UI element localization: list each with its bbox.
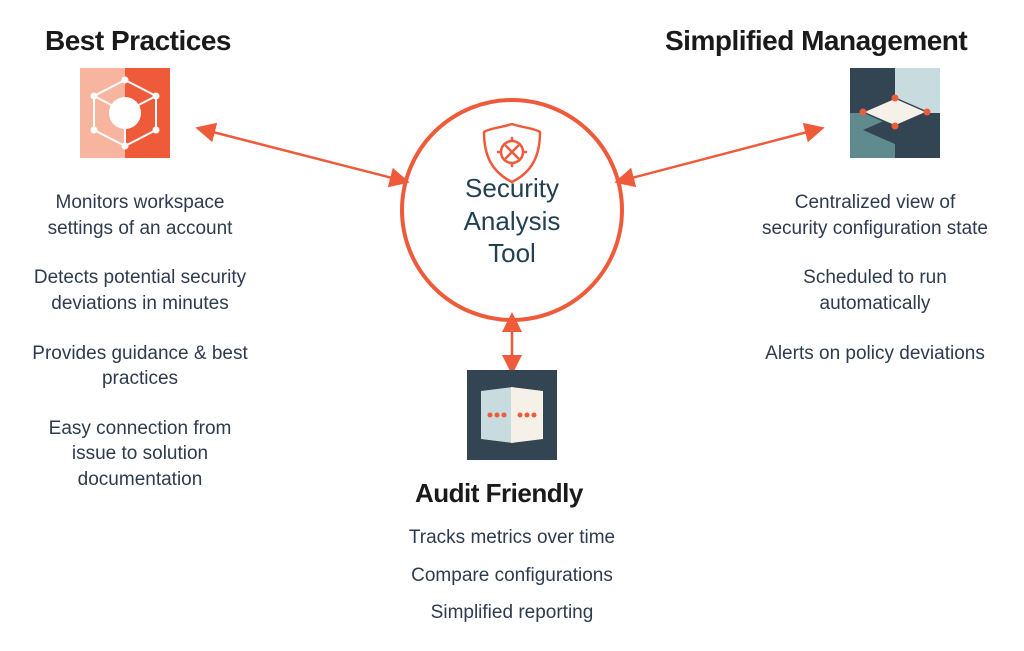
heading-best-practices: Best Practices bbox=[45, 25, 231, 57]
bullet-text: Easy connection from issue to solution d… bbox=[25, 416, 255, 493]
bullets-right: Centralized view of security configurati… bbox=[760, 190, 990, 366]
center-title: Security Analysis Tool bbox=[412, 172, 612, 270]
center-title-line2: Analysis bbox=[412, 205, 612, 238]
cube-icon bbox=[80, 68, 170, 158]
bullet-text: Compare configurations bbox=[387, 563, 637, 589]
bullet-text: Provides guidance & best practices bbox=[25, 341, 255, 392]
bullet-text: Tracks metrics over time bbox=[387, 525, 637, 551]
bullet-text: Detects potential security deviations in… bbox=[25, 265, 255, 316]
bullet-text: Simplified reporting bbox=[387, 600, 637, 626]
arrow-right bbox=[624, 130, 815, 180]
heading-audit-friendly: Audit Friendly bbox=[415, 478, 583, 509]
bullets-left: Monitors workspace settings of an accoun… bbox=[25, 190, 255, 493]
bullet-text: Alerts on policy deviations bbox=[760, 341, 990, 367]
arrow-left bbox=[205, 130, 400, 180]
bullet-text: Scheduled to run automatically bbox=[760, 265, 990, 316]
infographic-stage: Security Analysis Tool Best Practices Mo… bbox=[0, 0, 1024, 651]
bullets-bottom: Tracks metrics over time Compare configu… bbox=[387, 525, 637, 626]
center-title-line3: Tool bbox=[412, 237, 612, 270]
panels-icon bbox=[467, 370, 557, 460]
bullet-text: Monitors workspace settings of an accoun… bbox=[25, 190, 255, 241]
center-title-line1: Security bbox=[412, 172, 612, 205]
bullet-text: Centralized view of security configurati… bbox=[760, 190, 990, 241]
layers-icon bbox=[850, 68, 940, 158]
heading-simplified-management: Simplified Management bbox=[665, 25, 967, 57]
